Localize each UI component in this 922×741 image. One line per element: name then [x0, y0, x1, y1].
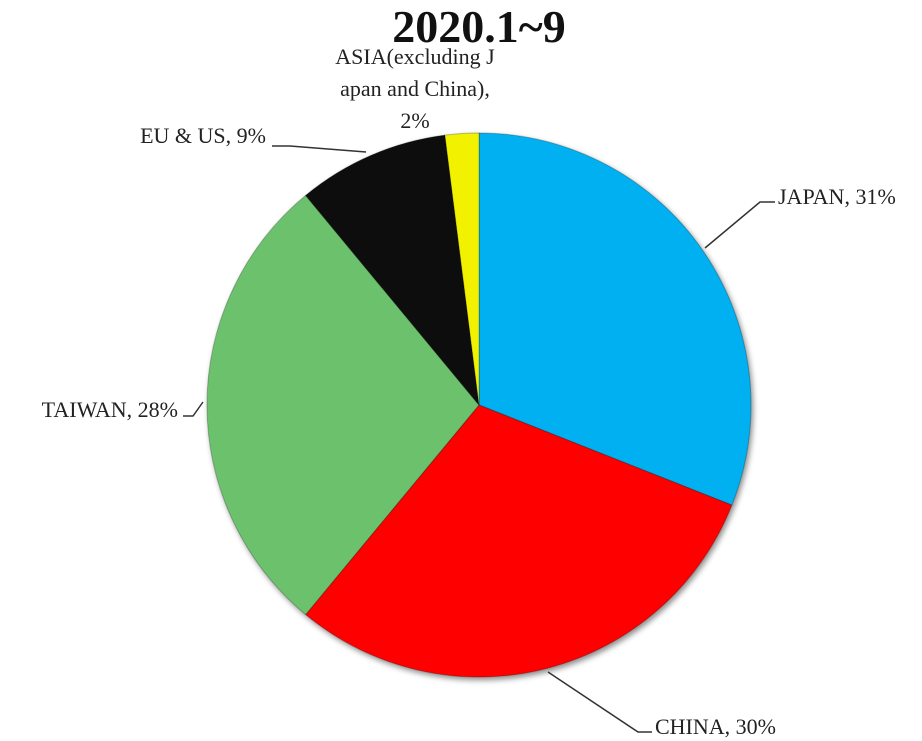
data-label: JAPAN, 31% [778, 184, 896, 209]
pie-slice [478, 132, 752, 506]
data-label: CHINA, 30% [655, 714, 776, 739]
leader-line [183, 401, 204, 417]
data-label: EU & US, 9% [140, 123, 266, 148]
pie-slice [444, 132, 480, 406]
pie-slice [206, 194, 480, 616]
chart-title: 2020.1~9 [392, 1, 566, 52]
pie-slice [304, 134, 480, 407]
data-label: TAIWAN, 28% [41, 397, 178, 422]
pie-slice [304, 404, 733, 678]
leader-line [547, 671, 652, 733]
data-label: ASIA(excluding Japan and China), 2% [335, 44, 495, 133]
leader-line [704, 201, 775, 249]
leader-line [272, 145, 367, 153]
